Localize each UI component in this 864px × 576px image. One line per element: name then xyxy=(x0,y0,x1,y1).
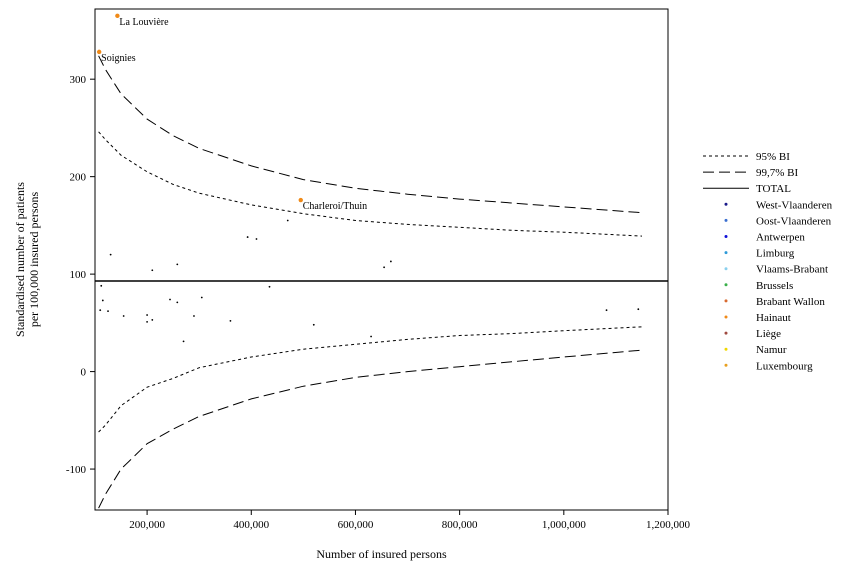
legend-label: West-Vlaanderen xyxy=(756,199,833,211)
data-point xyxy=(286,219,289,222)
data-point xyxy=(146,320,148,323)
legend-marker xyxy=(724,251,728,255)
data-point xyxy=(151,319,154,321)
x-tick-label: 1,000,000 xyxy=(542,519,587,531)
legend-marker xyxy=(724,331,728,335)
data-point xyxy=(182,340,185,343)
y-tick-label: 0 xyxy=(81,367,87,379)
legend-marker xyxy=(724,202,728,206)
limit-99-7-bi-lower xyxy=(98,349,643,509)
legend-label: Oost-Vlaanderen xyxy=(756,215,832,227)
data-point xyxy=(176,301,179,304)
plot-area: La Louvière Soignies Charleroi/Thuin xyxy=(94,8,669,511)
data-point xyxy=(605,309,608,312)
legend-label: Limburg xyxy=(756,248,795,260)
data-point xyxy=(312,323,315,326)
x-tick-label: 400,000 xyxy=(233,519,269,531)
y-tick-label: 200 xyxy=(70,172,87,184)
point-label: La Louvière xyxy=(119,17,169,28)
data-point xyxy=(268,285,271,288)
data-point xyxy=(383,266,386,269)
legend-label: Hainaut xyxy=(756,312,791,324)
legend-label: Antwerpen xyxy=(756,232,805,244)
y-axis-title-line: per 100,000 insured persons xyxy=(27,192,41,328)
data-point xyxy=(637,308,640,311)
legend-label: Brussels xyxy=(756,280,793,292)
y-axis-title-line: Standardised number of patients xyxy=(13,182,27,337)
legend-marker xyxy=(724,283,728,287)
x-axis-title: Number of insured persons xyxy=(316,547,447,561)
legend-label: 95% BI xyxy=(756,151,790,163)
x-tick-label: 200,000 xyxy=(129,519,165,531)
axes: 200,000 400,000 600,000 800,000 1,000,000 1,2… xyxy=(13,74,691,561)
data-point xyxy=(298,197,303,203)
data-point xyxy=(151,269,154,272)
data-point xyxy=(176,263,179,266)
limit-95-bi-lower xyxy=(98,326,643,433)
legend-marker xyxy=(724,235,728,238)
y-axis-title: Standardised number of patientsper 100,0… xyxy=(13,182,41,337)
y-tick-label: 300 xyxy=(70,74,87,86)
y-tick-label: 100 xyxy=(70,269,87,281)
legend: 95% BI 99,7% BI TOTAL West-Vlaanderen Oost-V… xyxy=(703,151,833,372)
data-point xyxy=(246,236,249,238)
data-point xyxy=(109,253,112,256)
data-point xyxy=(229,320,232,322)
data-point xyxy=(146,314,148,316)
point-label: Charleroi/Thuin xyxy=(303,201,367,212)
legend-marker xyxy=(724,299,728,303)
legend-label: Liège xyxy=(756,328,781,340)
legend-label: Namur xyxy=(756,344,787,356)
data-point xyxy=(99,309,102,312)
data-point xyxy=(115,13,120,19)
data-point xyxy=(169,298,171,301)
legend-marker xyxy=(724,363,728,367)
data-point xyxy=(107,310,109,313)
legend-label: TOTAL xyxy=(756,183,791,195)
x-tick-label: 600,000 xyxy=(338,519,374,531)
data-point xyxy=(389,260,392,263)
point-label: Soignies xyxy=(101,53,136,64)
y-tick-label: -100 xyxy=(66,464,87,476)
data-point xyxy=(255,238,258,240)
data-point xyxy=(122,315,125,317)
legend-label: 99,7% BI xyxy=(756,167,799,179)
legend-label: Brabant Wallon xyxy=(756,296,825,308)
legend-label: Luxembourg xyxy=(756,360,813,372)
x-tick-label: 1,200,000 xyxy=(646,519,691,531)
data-point xyxy=(101,299,104,302)
legend-label: Vlaams-Brabant xyxy=(756,264,828,276)
data-point xyxy=(370,335,372,338)
data-point xyxy=(200,296,203,299)
limit-99-7-bi-upper xyxy=(98,55,643,214)
data-point xyxy=(96,49,102,55)
legend-marker xyxy=(724,347,728,351)
limit-95-bi-upper xyxy=(98,131,643,237)
data-point xyxy=(100,284,103,287)
legend-marker xyxy=(724,315,728,319)
legend-marker xyxy=(724,218,728,222)
legend-marker xyxy=(724,267,728,271)
x-tick-label: 800,000 xyxy=(442,519,478,531)
plot-frame xyxy=(94,8,669,511)
data-point xyxy=(193,315,195,317)
